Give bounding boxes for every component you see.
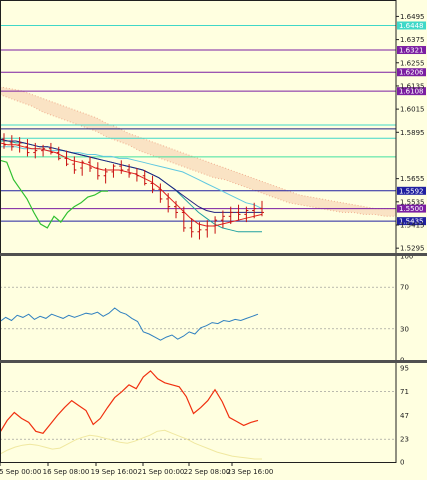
- stochastic-main-line: [0, 370, 259, 434]
- rsi-tick-label: 70: [400, 284, 409, 292]
- ma-red-line: [0, 142, 263, 227]
- price-level-label: 1.6448: [399, 22, 424, 30]
- time-tick-label: 15 Sep 00:00: [0, 468, 41, 476]
- time-tick-label: 23 Sep 16:00: [227, 468, 274, 476]
- price-level-label-box: [397, 186, 426, 195]
- green-indicator-line: [0, 159, 108, 229]
- price-tick-label: 1.5535: [400, 198, 425, 206]
- stochastic-panel: 95 71 47 23 0: [0, 364, 409, 467]
- stochastic-tick-label: 47: [400, 412, 409, 420]
- time-tick-label: 16 Sep 08:00: [43, 468, 90, 476]
- stochastic-tick-label: 95: [400, 364, 409, 372]
- ma-navy-line: [0, 138, 262, 213]
- price-tick-label: 1.6255: [400, 59, 425, 67]
- price-tick-label: 1.5895: [400, 129, 425, 137]
- time-tick-label: 22 Sep 08:00: [184, 468, 231, 476]
- price-tick-label: 1.6495: [400, 13, 425, 21]
- price-tick-label: 1.5655: [400, 175, 425, 183]
- price-level-label: 1.6206: [399, 69, 424, 77]
- ichimoku-cloud: [0, 86, 396, 217]
- cloud-upper-line: [0, 86, 396, 210]
- rsi-panel: 10070300: [0, 253, 413, 365]
- price-tick-label: 1.6015: [400, 106, 425, 114]
- stochastic-tick-label: 0: [400, 459, 404, 467]
- price-level-label: 1.5500: [399, 205, 424, 213]
- price-tick-label: 1.5295: [400, 245, 425, 253]
- price-level-label-box: [397, 217, 426, 226]
- plot-border: [0, 0, 397, 463]
- rsi-tick-label: 30: [400, 325, 409, 333]
- price-tick-label: 1.5415: [400, 221, 425, 229]
- time-tick-label: 21 Sep 00:00: [138, 468, 185, 476]
- price-tick-label: 1.6375: [400, 36, 425, 44]
- price-tick-label: 1.6135: [400, 82, 425, 90]
- price-panel: 1.6448 1.6321 1.6206 1.6108 1.5592 1.5500 1.54…: [0, 13, 426, 253]
- rsi-line: [0, 307, 259, 341]
- time-tick-label: 19 Sep 16:00: [91, 468, 138, 476]
- price-level-label-box: [397, 68, 426, 77]
- price-level-label-box: [397, 46, 426, 55]
- stochastic-tick-label: 71: [400, 388, 409, 396]
- price-level-label-box: [397, 21, 426, 30]
- price-level-label-box: [397, 204, 426, 213]
- rsi-tick-label: 100: [400, 253, 413, 261]
- stochastic-tick-label: 23: [400, 436, 409, 444]
- price-level-label: 1.5592: [399, 187, 424, 195]
- stochastic-signal-line: [0, 429, 262, 460]
- price-level-label-box: [397, 87, 426, 96]
- price-level-label: 1.6108: [399, 88, 424, 96]
- price-level-label: 1.6321: [399, 47, 424, 55]
- chart-frame: [0, 0, 427, 463]
- price-level-label: 1.5435: [399, 218, 424, 226]
